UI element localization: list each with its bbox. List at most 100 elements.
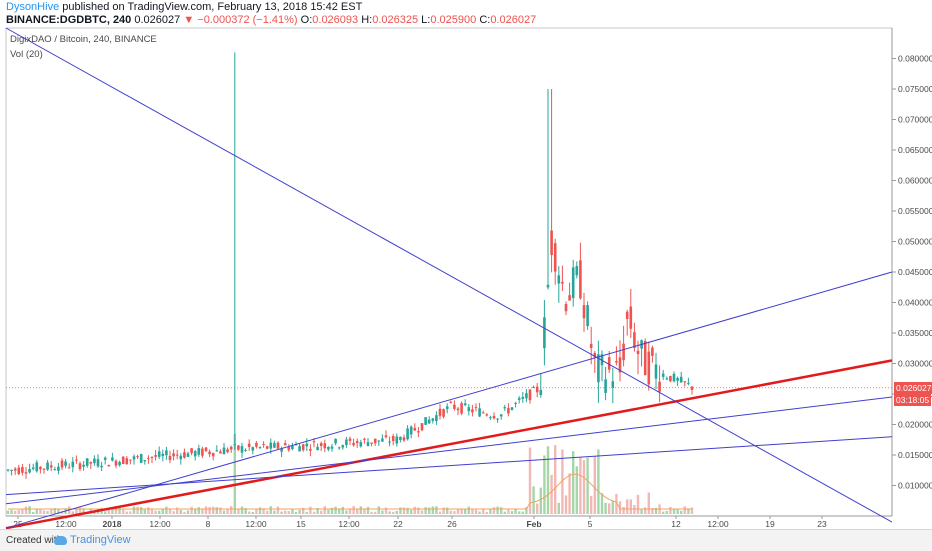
volume-bar <box>572 451 575 514</box>
candle-body <box>399 436 402 440</box>
volume-bar <box>10 509 13 514</box>
candle-body <box>6 469 10 471</box>
candle-body <box>625 311 629 319</box>
candle-body <box>17 467 21 474</box>
volume-bar <box>604 502 607 514</box>
volume-bar <box>496 506 499 514</box>
candle-body <box>190 448 193 454</box>
volume-bar <box>586 457 589 514</box>
candle-body <box>607 357 611 370</box>
x-tick-label: Feb <box>526 519 541 529</box>
trendline <box>5 271 893 529</box>
volume-bar <box>518 511 521 514</box>
candle-body <box>481 412 485 414</box>
chart-legend: DigixDAO / Bitcoin, 240, BINANCE Vol (20… <box>10 34 157 64</box>
volume-bar <box>528 447 532 514</box>
volume-bar <box>201 508 204 514</box>
candle-body <box>132 456 136 460</box>
candle-body <box>571 267 575 299</box>
candle-body <box>525 393 528 399</box>
low-label: L: <box>421 14 431 26</box>
candle-body <box>265 446 269 449</box>
cloud-icon <box>54 535 67 545</box>
volume-bar <box>568 473 571 514</box>
trendline <box>5 436 893 496</box>
x-tick-label: 12:00 <box>149 519 171 529</box>
volume-bar <box>107 507 110 514</box>
candle-body <box>345 439 348 446</box>
candle-body <box>478 408 481 417</box>
volume-bar <box>636 494 640 514</box>
candle-body <box>460 403 463 414</box>
volume-bar <box>334 506 337 514</box>
candle-body <box>352 442 355 446</box>
candle-body <box>420 423 424 431</box>
volume-bar <box>676 508 679 514</box>
candle-body <box>75 459 78 461</box>
candle-body <box>442 409 445 417</box>
candle-body <box>561 281 564 284</box>
candle-body <box>262 444 265 446</box>
candle-body <box>381 438 384 442</box>
candle-body <box>409 426 413 435</box>
candle-body <box>103 457 107 460</box>
volume-bar <box>143 509 146 514</box>
candle-body <box>233 444 237 446</box>
close-value: 0.026027 <box>490 14 537 26</box>
candle-body <box>229 446 233 450</box>
change-value: −0.000372 (−1.41%) <box>197 14 298 26</box>
candle-body <box>305 443 309 447</box>
candle-body <box>413 427 417 431</box>
volume-bar <box>330 507 334 514</box>
candle-body <box>197 448 201 455</box>
volume-bar <box>363 508 366 514</box>
volume-bar <box>388 511 391 514</box>
candle-body <box>597 354 600 383</box>
candle-body <box>150 456 154 459</box>
candle-body <box>186 453 190 457</box>
volume-bar <box>456 508 460 514</box>
candle-body <box>35 462 39 472</box>
candle-body <box>456 408 460 411</box>
volume-bar <box>453 511 456 514</box>
volume-bar <box>460 508 463 514</box>
candle-body <box>323 443 327 449</box>
volume-bar <box>17 510 20 514</box>
candle-body <box>327 446 330 450</box>
candle-body <box>337 447 341 449</box>
candle-body <box>93 458 96 464</box>
volume-bar <box>255 508 258 514</box>
volume-bar <box>338 508 341 514</box>
volume-bar <box>168 508 172 514</box>
y-tick-label: 0.045000 <box>898 267 932 277</box>
candle-body <box>611 381 615 389</box>
y-tick-label: 0.080000 <box>898 54 932 64</box>
tradingview-brand[interactable]: TradingView <box>54 534 131 546</box>
y-tick-label: 0.010000 <box>898 481 932 491</box>
candle-body <box>532 386 535 388</box>
publication-info: DysonHive published on TradingView.com, … <box>6 1 362 13</box>
candle-body <box>535 386 539 393</box>
x-tick-label: 12:00 <box>245 519 267 529</box>
candle-body <box>179 455 183 460</box>
volume-bar <box>129 511 132 514</box>
candle-body <box>136 456 139 458</box>
candle-body <box>550 230 553 255</box>
candle-body <box>373 438 377 444</box>
candle-body <box>258 447 262 449</box>
author-link[interactable]: DysonHive <box>6 1 60 13</box>
volume-bar <box>147 507 150 514</box>
trendline <box>5 396 893 505</box>
volume-bar <box>240 506 244 514</box>
candle-body <box>100 465 103 468</box>
y-tick-label: 0.015000 <box>898 450 932 460</box>
volume-bar <box>402 507 406 514</box>
candle-body <box>615 361 618 363</box>
volume-bar <box>125 511 128 514</box>
volume-bar <box>291 508 294 514</box>
volume-bar <box>525 507 528 514</box>
candle-body <box>208 451 211 455</box>
x-tick-label: 25 <box>13 519 23 529</box>
candle-body <box>341 445 345 448</box>
